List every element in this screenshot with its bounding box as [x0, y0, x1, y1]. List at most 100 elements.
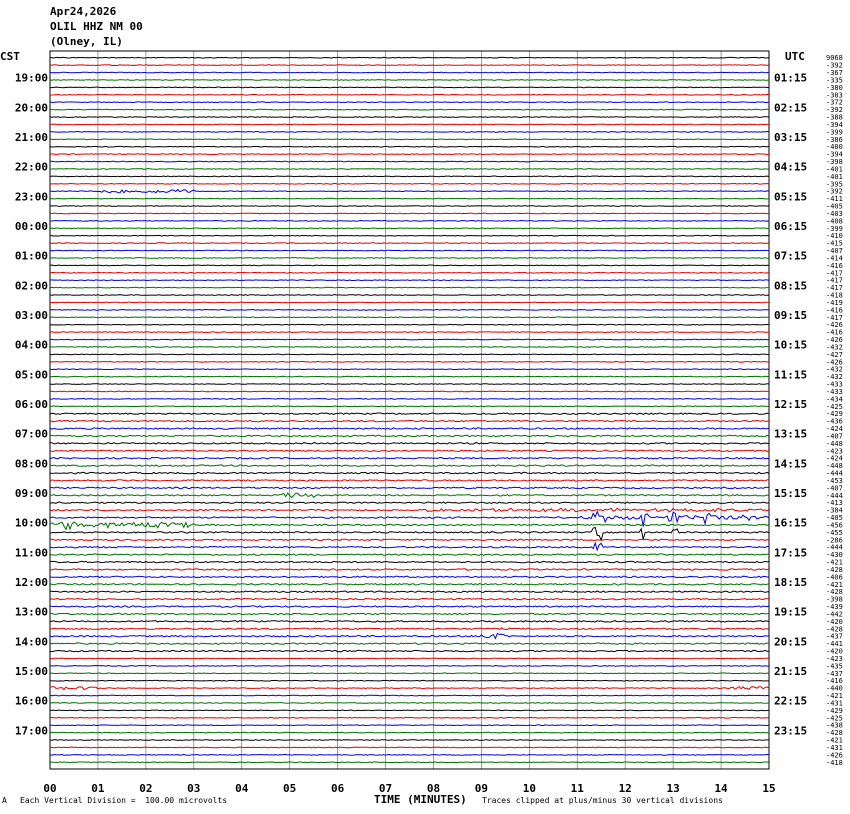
trace-34	[49, 301, 770, 304]
trace-offset-label: -420	[826, 648, 843, 656]
trace-18	[49, 182, 770, 185]
trace-58	[49, 479, 770, 482]
trace-offset-label: -421	[826, 692, 843, 700]
trace-79	[49, 632, 770, 640]
trace-offset-label: -435	[826, 662, 843, 670]
trace-offset-label: -392	[826, 188, 843, 196]
trace-40	[49, 346, 770, 348]
trace-8	[49, 108, 770, 111]
trace-offset-label: -423	[826, 447, 843, 455]
x-tick-label: 11	[571, 782, 585, 795]
hour-label-cst: 20:00	[15, 101, 48, 114]
trace-66	[49, 538, 770, 542]
trace-offset-label: -433	[826, 381, 843, 389]
trace-offset-label: -416	[826, 306, 843, 314]
trace-offset-label: -421	[826, 737, 843, 745]
hour-label-cst: 06:00	[15, 398, 48, 411]
trace-offset-label: -425	[826, 403, 843, 411]
trace-70	[49, 568, 770, 571]
hour-label-utc: 18:15	[774, 576, 807, 589]
trace-53	[49, 442, 770, 445]
trace-offset-label: -426	[826, 358, 843, 366]
trace-57	[49, 471, 770, 475]
trace-offset-label: -416	[826, 262, 843, 270]
hour-label-utc: 16:15	[774, 517, 807, 530]
trace-offset-label: -416	[826, 329, 843, 337]
trace-9	[49, 116, 770, 118]
station-code: OLIL HHZ NM 00	[50, 20, 143, 33]
left-timezone-label: CST	[0, 50, 20, 63]
trace-offset-label: -426	[826, 751, 843, 759]
trace-62	[49, 507, 770, 513]
trace-78	[49, 627, 770, 631]
hour-label-utc: 07:15	[774, 250, 807, 263]
trace-82	[49, 657, 770, 660]
hour-label-utc: 10:15	[774, 339, 807, 352]
trace-offset-label: -419	[826, 299, 843, 307]
trace-55	[49, 456, 770, 460]
trace-10	[49, 123, 770, 126]
trace-92	[49, 731, 770, 734]
trace-28	[49, 257, 770, 259]
x-tick-label: 06	[331, 782, 345, 795]
trace-31	[49, 279, 770, 282]
hour-label-cst: 01:00	[15, 250, 48, 263]
trace-offset-label: -448	[826, 462, 843, 470]
hour-label-cst: 10:00	[15, 517, 48, 530]
trace-offset-label: -426	[826, 336, 843, 344]
trace-14	[49, 153, 770, 156]
trace-offset-label: -392	[826, 62, 843, 70]
trace-52	[49, 434, 770, 438]
trace-offset-label: -453	[826, 477, 843, 485]
trace-offset-label: -417	[826, 277, 843, 285]
trace-offset-label: -439	[826, 603, 843, 611]
hour-label-utc: 01:15	[774, 72, 807, 85]
trace-offset-label: -399	[826, 225, 843, 233]
trace-56	[49, 464, 770, 467]
trace-offset-label: -416	[826, 677, 843, 685]
trace-11	[49, 130, 770, 133]
trace-offset-label: -417	[826, 284, 843, 292]
trace-offset-label: -432	[826, 343, 843, 351]
trace-22	[49, 212, 770, 215]
trace-32	[49, 286, 770, 289]
trace-21	[49, 205, 770, 207]
plot-date: Apr24,2026	[50, 5, 117, 18]
trace-offset-label: -455	[826, 529, 843, 537]
trace-offset-label: -410	[826, 232, 843, 240]
trace-offset-label: -433	[826, 388, 843, 396]
trace-33	[49, 294, 770, 296]
trace-87	[49, 694, 770, 697]
trace-65	[49, 526, 770, 542]
trace-4	[49, 79, 770, 81]
trace-45	[49, 383, 770, 385]
trace-13	[49, 145, 770, 148]
trace-offset-label: -444	[826, 544, 843, 552]
hour-label-cst: 19:00	[15, 72, 48, 85]
hour-label-cst: 17:00	[15, 724, 48, 737]
trace-offset-label: -408	[826, 217, 843, 225]
trace-offset-label: -386	[826, 136, 843, 144]
trace-offset-label: -399	[826, 128, 843, 136]
trace-offset-label: -394	[826, 151, 843, 159]
trace-46	[49, 390, 770, 393]
trace-2	[49, 64, 770, 67]
trace-offset-label: -417	[826, 269, 843, 277]
trace-76	[50, 612, 770, 616]
trace-61	[49, 501, 770, 504]
trace-offset-label: -384	[826, 507, 843, 515]
hour-label-utc: 05:15	[774, 190, 807, 203]
hour-label-utc: 02:15	[774, 101, 807, 114]
x-tick-label: 09	[475, 782, 488, 795]
trace-offset-label: -405	[826, 203, 843, 211]
trace-offset-label: -421	[826, 559, 843, 567]
hour-label-utc: 04:15	[774, 161, 807, 174]
trace-offset-label: -400	[826, 143, 843, 151]
trace-30	[49, 271, 770, 274]
hour-label-utc: 08:15	[774, 279, 807, 292]
trace-offset-label: -428	[826, 729, 843, 737]
hour-label-cst: 13:00	[15, 606, 48, 619]
trace-85	[49, 679, 770, 682]
trace-86	[49, 685, 770, 691]
trace-90	[49, 716, 770, 719]
